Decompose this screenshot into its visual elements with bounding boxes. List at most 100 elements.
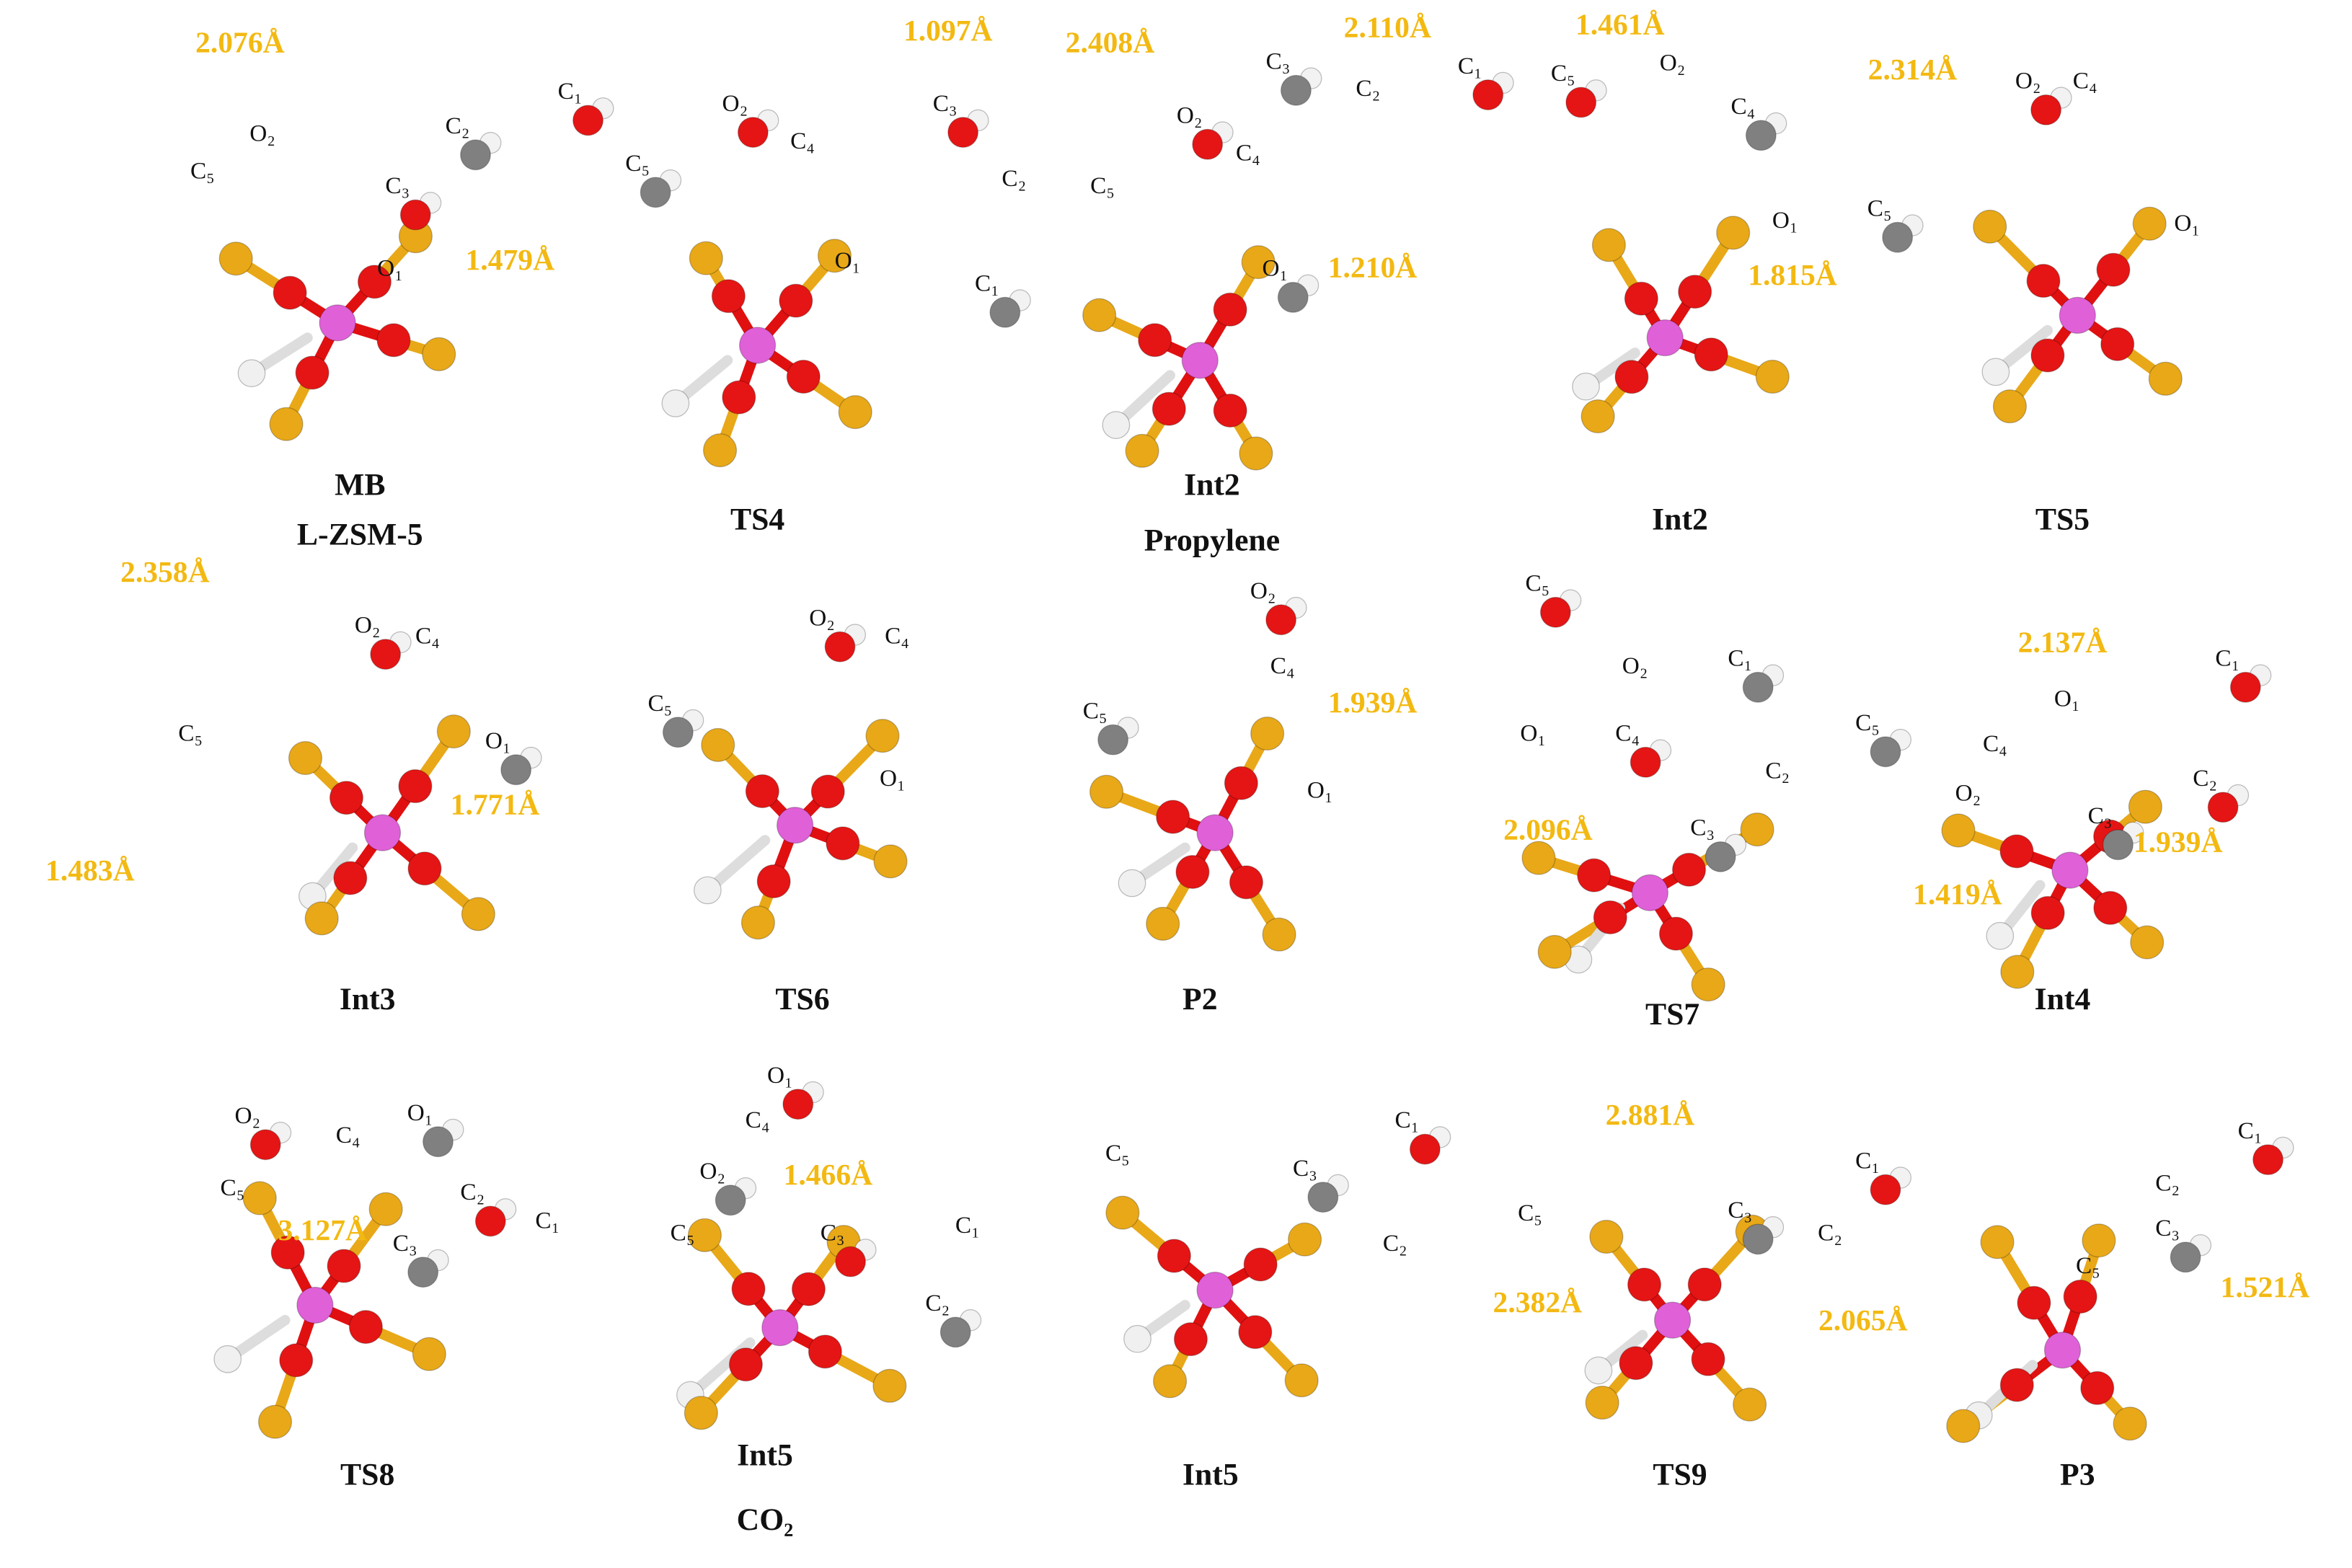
distance-label: 1.939Å <box>1328 686 1418 719</box>
atom-label: C₃ <box>1293 1155 1317 1182</box>
atom-sphere <box>1580 399 1615 434</box>
atom-sphere <box>2103 829 2134 861</box>
atom-label: O₂ <box>2015 68 2041 94</box>
atom-sphere <box>2051 851 2089 889</box>
atom-sphere <box>1118 869 1146 898</box>
atom-sphere <box>1614 360 1649 394</box>
atom-sphere <box>1654 1301 1692 1339</box>
atom-sphere <box>1243 1247 1278 1282</box>
atom-sphere <box>1742 1223 1774 1255</box>
distance-label: 2.382Å <box>1493 1285 1583 1319</box>
atom-sphere <box>1973 209 2007 244</box>
atom-label: C₁ <box>1728 645 1752 672</box>
atom-sphere <box>711 279 746 314</box>
atom-sphere <box>1630 746 1661 778</box>
atom-label: C₅ <box>625 150 650 177</box>
distance-label: 1.461Å <box>1575 8 1665 41</box>
caption: TS4 <box>730 502 784 537</box>
caption: Int2 <box>1184 468 1240 502</box>
distance-label: 1.097Å <box>903 14 993 47</box>
atom-label: C₃ <box>2088 802 2113 829</box>
atom-sphere <box>662 717 694 748</box>
caption: L-ZSM-5 <box>297 517 423 552</box>
atom-sphere <box>1941 813 1976 848</box>
atom-sphere <box>1882 221 1914 253</box>
atom-sphere <box>1999 834 2034 869</box>
atom-sphere <box>270 1235 305 1270</box>
atom-sphere <box>2170 1241 2201 1273</box>
atom-sphere <box>824 631 856 663</box>
atom-sphere <box>249 1129 281 1161</box>
atom-label: C₁ <box>558 78 583 105</box>
atom-sphere <box>687 1218 722 1252</box>
atom-sphere <box>1250 716 1285 750</box>
atom-label: C₄ <box>746 1107 770 1133</box>
atom-sphere <box>777 807 814 844</box>
atom-sphere <box>872 1368 907 1403</box>
atom-sphere <box>1999 1368 2034 1402</box>
atom-label: C₅ <box>1083 697 1108 724</box>
atom-sphere <box>1125 433 1159 468</box>
atom-label: C₂ <box>1002 165 1026 192</box>
atom-label: C₄ <box>1615 720 1640 747</box>
atom-sphere <box>257 1404 293 1439</box>
atom-sphere <box>1980 1225 2015 1259</box>
atom-sphere <box>2207 792 2239 823</box>
atom-sphere <box>1593 900 1627 935</box>
atom-label: O₂ <box>1955 780 1981 807</box>
atom-sphere <box>329 781 363 815</box>
atom-sphere <box>2030 895 2065 930</box>
atom-sphere <box>2148 361 2183 396</box>
atom-sphere <box>865 719 900 753</box>
atom-label: C₅ <box>1105 1140 1130 1166</box>
atom-label: O₁ <box>485 727 511 754</box>
atom-sphere <box>1745 120 1777 151</box>
distance-label: 1.483Å <box>45 854 135 887</box>
caption: P2 <box>1182 982 1218 1016</box>
atom-sphere <box>694 876 722 905</box>
atom-sphere <box>817 239 852 273</box>
atom-sphere <box>1740 812 1774 847</box>
atom-label: O₂ <box>234 1102 260 1129</box>
atom-sphere <box>2059 296 2096 334</box>
atom-sphere <box>1521 841 1556 875</box>
atom-sphere <box>737 117 769 149</box>
atom-label: O₁ <box>767 1062 793 1089</box>
molecules <box>213 67 2294 1443</box>
atom-sphere <box>1262 917 1296 952</box>
atom-sphere <box>940 1316 971 1348</box>
atom-label: O₁ <box>1520 720 1546 747</box>
atom-sphere <box>1175 854 1210 889</box>
atom-sphere <box>1572 372 1600 401</box>
atom-label: C₅ <box>178 720 203 747</box>
atom-sphere <box>1870 1174 1901 1205</box>
atom-sphere <box>731 1272 766 1306</box>
atom-sphere <box>500 754 532 786</box>
distance-label: 2.137Å <box>2018 626 2108 659</box>
atom-label: C₄ <box>790 128 815 154</box>
atom-sphere <box>327 1249 361 1283</box>
atom-sphere <box>2113 1407 2147 1441</box>
atom-sphere <box>873 844 908 879</box>
atom-label: O₂ <box>722 90 748 117</box>
atom-sphere <box>407 851 442 886</box>
atom-sphere <box>1241 245 1276 280</box>
atom-sphere <box>1733 1387 1767 1422</box>
atom-sphere <box>213 1345 242 1373</box>
atom-sphere <box>1082 298 1117 332</box>
atom-label: C₃ <box>1266 48 1291 75</box>
atom-sphere <box>237 359 266 388</box>
caption: TS6 <box>775 982 829 1016</box>
atom-sphere <box>1631 874 1668 911</box>
atom-sphere <box>407 1257 439 1288</box>
atom-sphere <box>242 1181 277 1215</box>
caption: P3 <box>2060 1458 2095 1492</box>
atom-sphere <box>791 1272 826 1306</box>
atom-sphere <box>786 360 821 394</box>
atom-sphere <box>572 105 604 136</box>
atom-sphere <box>1284 1363 1319 1398</box>
atom-sphere <box>288 740 322 775</box>
atom-sphere <box>782 1089 814 1120</box>
caption: Int4 <box>2035 982 2091 1016</box>
atom-label: O₂ <box>1660 50 1686 76</box>
